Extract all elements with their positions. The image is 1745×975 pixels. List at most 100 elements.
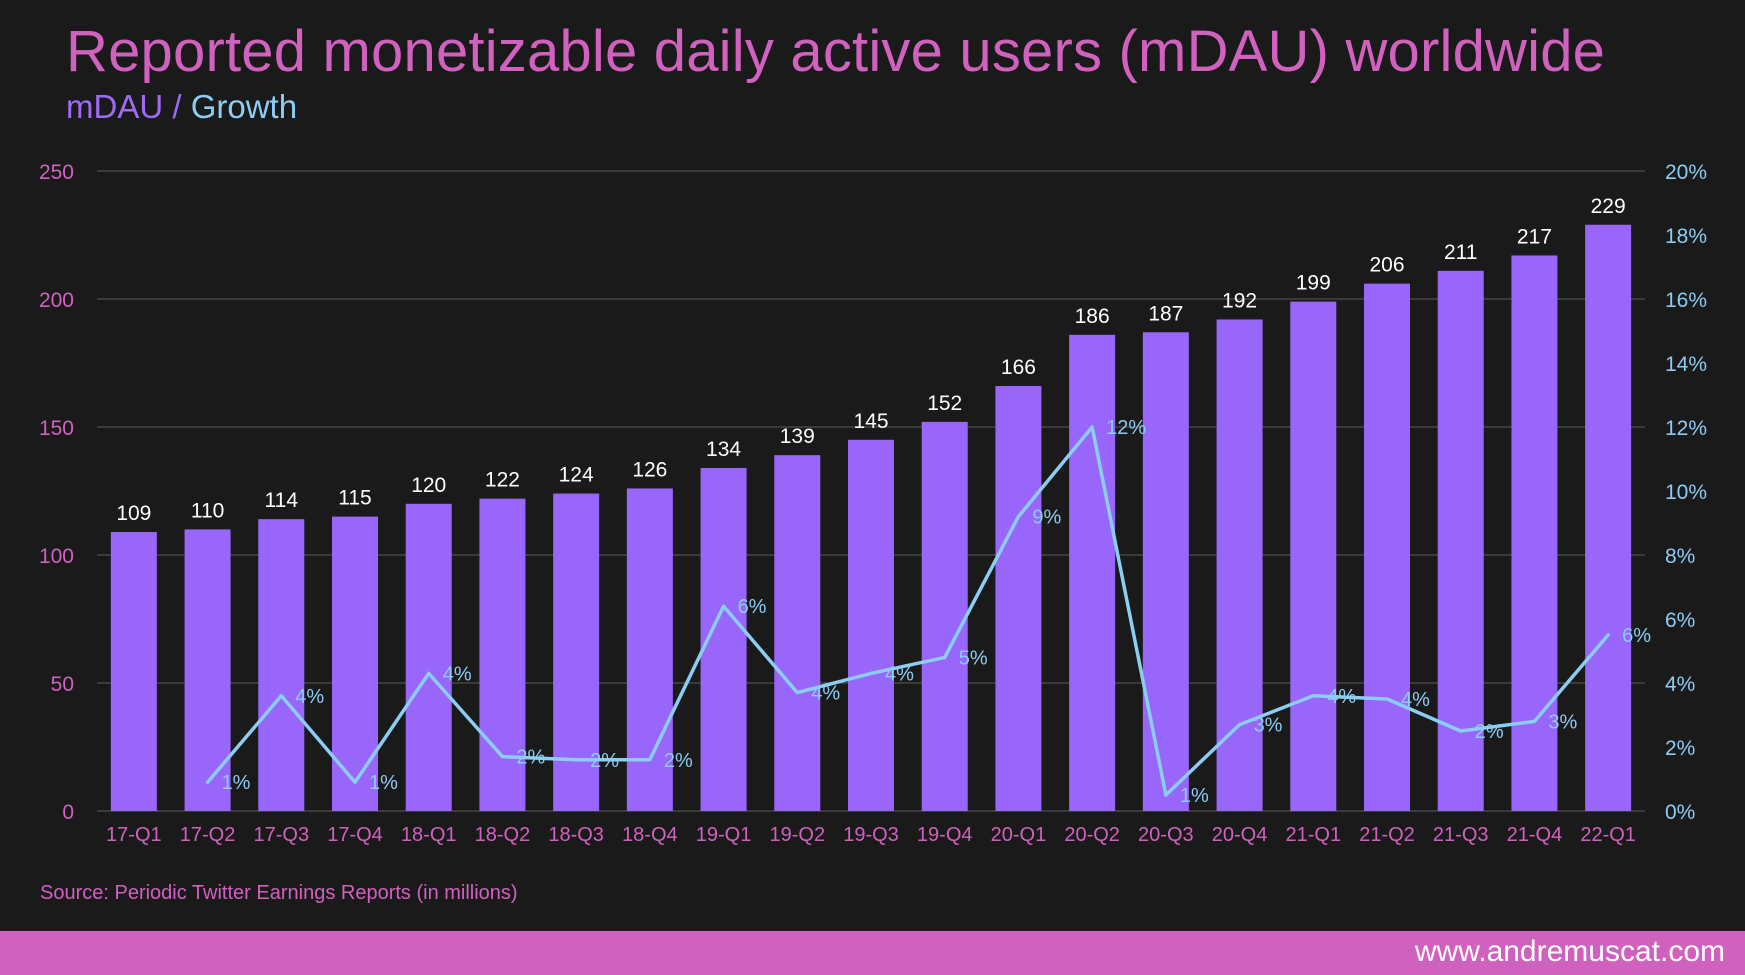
y-right-tick-label: 2%	[1665, 737, 1695, 760]
y-right-tick-label: 18%	[1665, 225, 1707, 248]
combo-chart: 0 50 100 150 200 250 0% 2% 4% 6% 8% 10% 12% 14% 16% 18%…	[39, 161, 1707, 846]
bar	[332, 516, 378, 811]
bar-value-label: 145	[853, 410, 888, 433]
bar-value-label: 199	[1296, 272, 1331, 295]
bar-value-label: 152	[927, 392, 962, 415]
bar	[1437, 270, 1484, 812]
y-right-tick-label: 20%	[1665, 161, 1707, 184]
subtitle-separator: /	[163, 88, 191, 125]
x-tick-label: 22-Q1	[1580, 824, 1636, 846]
website-link[interactable]: www.andremuscat.com	[1414, 935, 1725, 968]
x-tick-label: 20-Q2	[1064, 824, 1120, 846]
bar-value-label: 110	[191, 499, 224, 522]
bar	[258, 519, 305, 811]
x-tick-label: 17-Q3	[253, 824, 309, 846]
bar	[921, 421, 968, 811]
bar-value-label: 124	[559, 464, 594, 487]
bar-value-label: 217	[1517, 225, 1552, 248]
bar-value-label: 187	[1148, 302, 1183, 325]
y-right-tick-label: 10%	[1665, 481, 1707, 504]
bar	[1585, 224, 1632, 811]
bar	[184, 529, 231, 811]
bar-value-label: 192	[1222, 289, 1257, 312]
bar-value-label: 120	[411, 474, 446, 497]
x-tick-label: 19-Q2	[769, 824, 825, 846]
growth-point-label: 2%	[1475, 721, 1504, 743]
x-tick-label: 17-Q4	[327, 824, 383, 846]
growth-point-label: 4%	[811, 683, 840, 705]
growth-point-label: 4%	[295, 686, 324, 708]
x-tick-label: 18-Q4	[622, 824, 678, 846]
growth-point-label: 4%	[1327, 686, 1356, 708]
x-tick-label: 21-Q3	[1433, 824, 1489, 846]
growth-point-label: 1%	[369, 772, 398, 794]
y-right-tick-label: 4%	[1665, 673, 1695, 696]
bar	[1290, 301, 1337, 811]
bar-value-label: 206	[1369, 254, 1404, 277]
growth-point-label: 2%	[516, 747, 545, 769]
footer-bar: www.andremuscat.com	[0, 931, 1745, 975]
bar	[774, 455, 821, 811]
subtitle-growth: Growth	[190, 88, 298, 125]
x-tick-label: 18-Q2	[475, 824, 531, 846]
bar-value-label: 229	[1591, 195, 1626, 218]
growth-point-label: 1%	[222, 772, 251, 794]
growth-point-label: 4%	[885, 663, 914, 685]
y-right-tick-label: 12%	[1665, 417, 1707, 440]
subtitle-mdau: mDAU	[66, 88, 164, 125]
bar	[848, 439, 894, 811]
growth-point-label: 12%	[1106, 417, 1146, 439]
x-tick-label: 18-Q1	[401, 824, 457, 846]
y-left-tick-label: 250	[39, 161, 74, 184]
y-left-tick-label: 50	[51, 673, 74, 696]
growth-point-label: 6%	[1622, 625, 1651, 647]
bar-value-label: 126	[632, 458, 667, 481]
bar-value-label: 166	[1001, 356, 1036, 379]
growth-point-label: 1%	[1180, 785, 1209, 807]
growth-point-label: 5%	[959, 647, 988, 669]
bar-value-label: 114	[265, 489, 299, 512]
source-note: Source: Periodic Twitter Earnings Report…	[40, 882, 518, 904]
bar-value-label: 134	[706, 438, 741, 461]
bar-value-label: 139	[780, 425, 815, 448]
bar	[110, 531, 157, 811]
growth-point-label: 9%	[1032, 507, 1061, 529]
growth-point-label: 2%	[590, 750, 619, 772]
growth-point-label: 4%	[1401, 689, 1430, 711]
y-left-tick-label: 100	[39, 545, 74, 568]
growth-point-label: 3%	[1254, 715, 1283, 737]
chart-title: Reported monetizable daily active users …	[66, 19, 1606, 84]
growth-point-label: 6%	[738, 596, 767, 618]
x-tick-label: 21-Q4	[1507, 824, 1563, 846]
bar	[1511, 255, 1558, 812]
x-tick-label: 21-Q2	[1359, 824, 1415, 846]
y-right-tick-label: 14%	[1665, 353, 1707, 376]
x-tick-label: 19-Q1	[696, 824, 752, 846]
bar-value-label: 115	[338, 487, 371, 510]
growth-point-label: 3%	[1548, 711, 1577, 733]
y-left-tick-label: 200	[39, 289, 74, 312]
bar	[1364, 283, 1410, 811]
bar	[1216, 319, 1263, 811]
bar-value-label: 211	[1444, 241, 1477, 264]
bar-value-label: 122	[485, 469, 520, 492]
bar	[405, 503, 452, 811]
x-tick-label: 20-Q4	[1212, 824, 1268, 846]
bar-value-label: 109	[116, 502, 151, 525]
x-tick-label: 18-Q3	[548, 824, 604, 846]
y-left-tick-label: 0	[62, 801, 74, 824]
bar-value-label: 186	[1075, 305, 1110, 328]
x-tick-label: 17-Q1	[106, 824, 162, 846]
y-right-tick-label: 16%	[1665, 289, 1707, 312]
y-left-tick-label: 150	[39, 417, 74, 440]
x-tick-label: 20-Q1	[991, 824, 1047, 846]
growth-line	[205, 425, 1610, 797]
chart-subtitle: mDAU / Growth	[66, 88, 297, 126]
growth-point-label: 4%	[443, 663, 472, 685]
x-tick-label: 21-Q1	[1285, 824, 1341, 846]
x-tick-label: 17-Q2	[180, 824, 236, 846]
bar	[995, 386, 1042, 811]
bar	[1069, 334, 1116, 811]
y-right-tick-label: 6%	[1665, 609, 1695, 632]
growth-point-label: 2%	[664, 750, 693, 772]
